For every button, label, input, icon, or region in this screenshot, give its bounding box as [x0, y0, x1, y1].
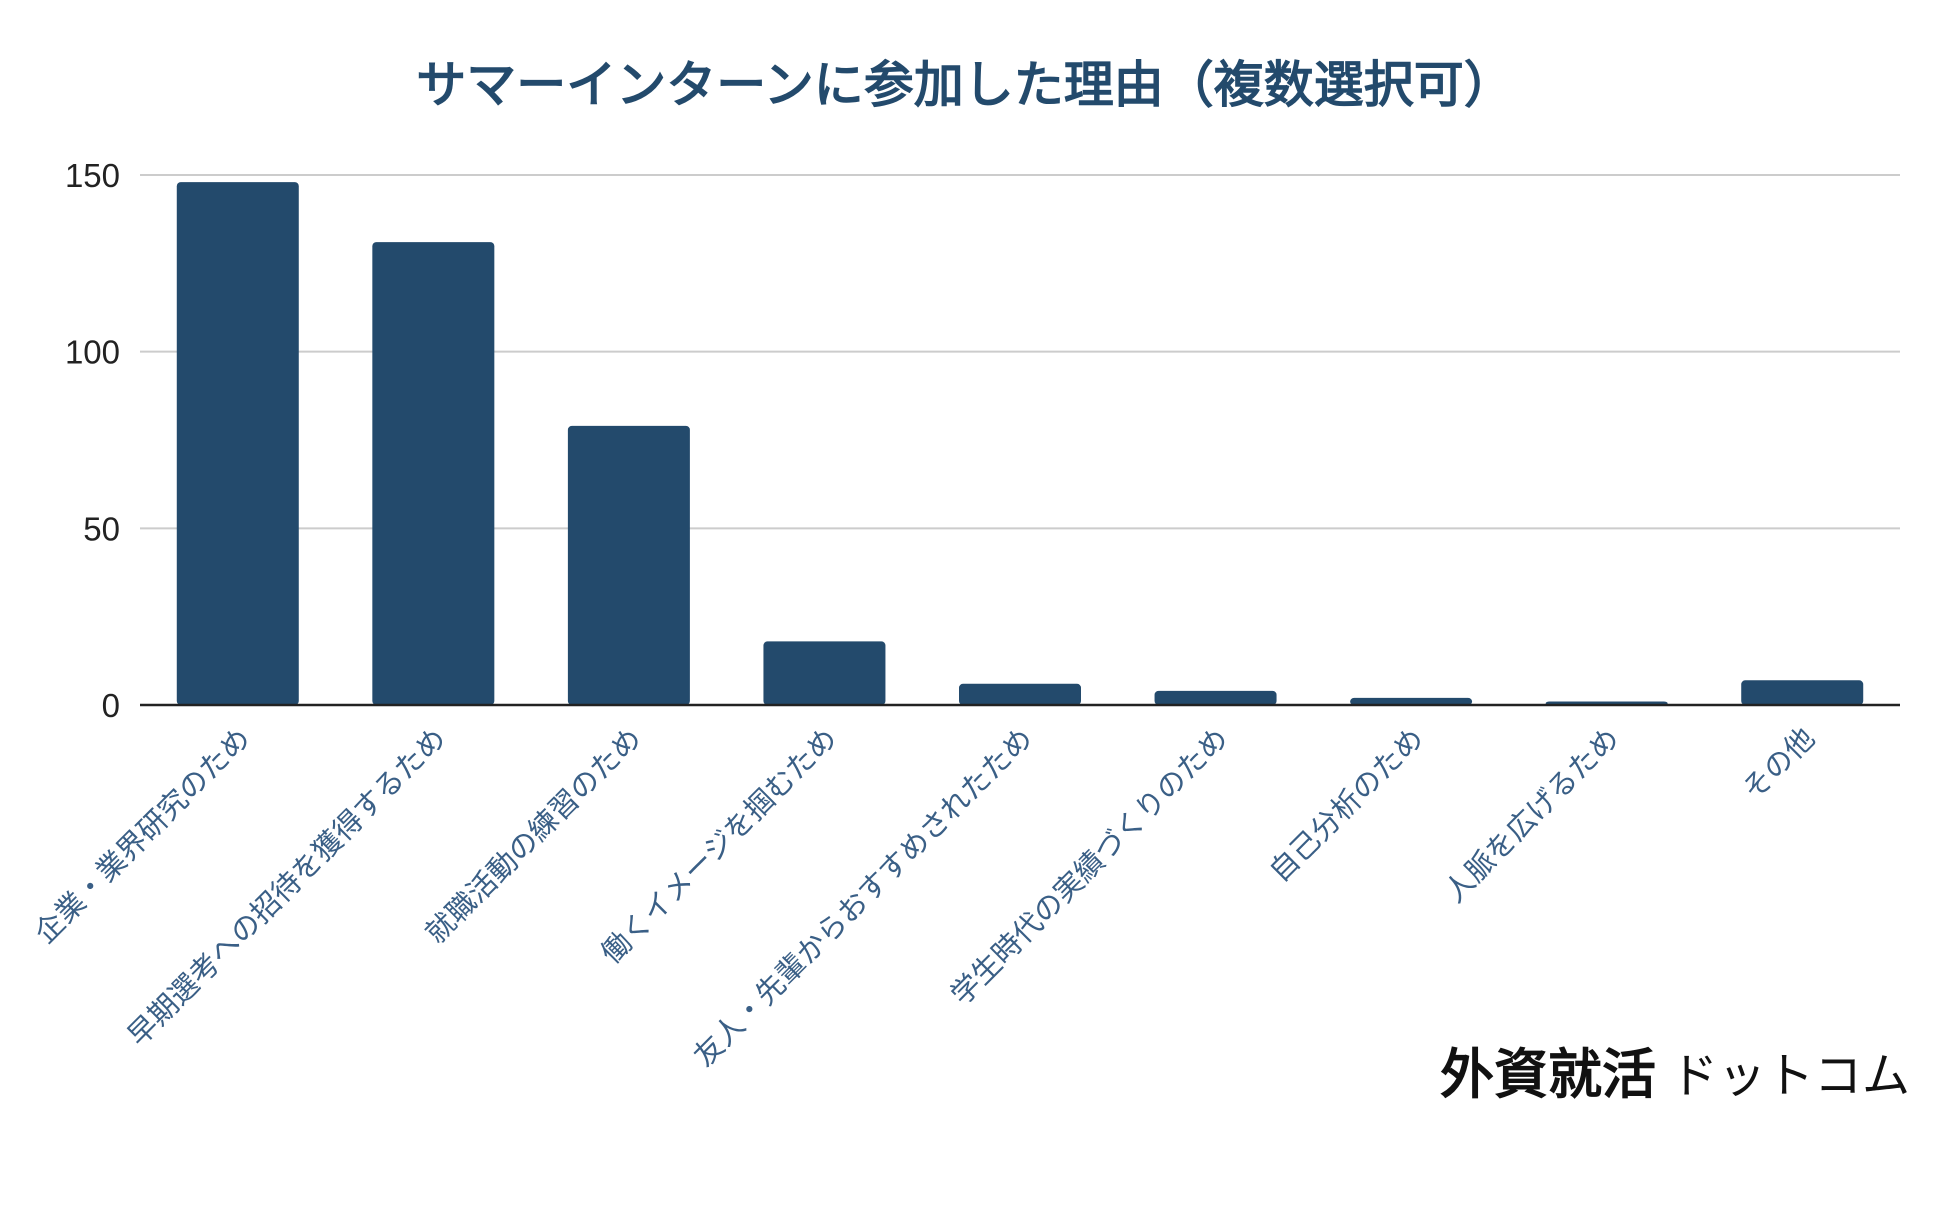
x-tick-label: 人脈を広げるため [1438, 721, 1626, 909]
watermark-main: 外資就活 [1440, 1042, 1656, 1106]
x-tick-label: 早期選考への招待を獲得するため [121, 721, 453, 1053]
y-tick-label: 100 [65, 334, 120, 371]
bar-1 [176, 182, 299, 706]
y-tick-label: 0 [102, 687, 120, 724]
bar-9 [1741, 680, 1864, 705]
watermark-logo: 外資就活 ドットコム [1440, 1042, 1910, 1106]
x-tick-label: その他 [1736, 721, 1822, 807]
bars [176, 182, 1864, 706]
bar-7 [1350, 697, 1473, 705]
x-tick-label: 企業・業界研究のため [28, 721, 257, 950]
bar-5 [959, 683, 1081, 705]
bar-6 [1154, 690, 1277, 705]
y-tick-label: 50 [83, 510, 120, 547]
y-axis-ticks: 0 50 100 150 [65, 157, 120, 724]
x-axis-labels: 企業・業界研究のため早期選考への招待を獲得するため就職活動の練習のため働くイメー… [28, 721, 1822, 1073]
bar-2 [372, 242, 495, 705]
bar-4 [763, 641, 886, 705]
y-tick-label: 150 [65, 157, 120, 194]
chart-title: サマーインターンに参加した理由（複数選択可） [416, 56, 1514, 114]
x-tick-label: 友人・先輩からおすすめされたため [687, 721, 1039, 1073]
watermark-sub: ドットコム [1670, 1048, 1910, 1104]
x-tick-label: 就職活動の練習のため [419, 721, 648, 950]
bar-3 [567, 425, 690, 705]
x-tick-label: 自己分析のため [1262, 721, 1430, 889]
